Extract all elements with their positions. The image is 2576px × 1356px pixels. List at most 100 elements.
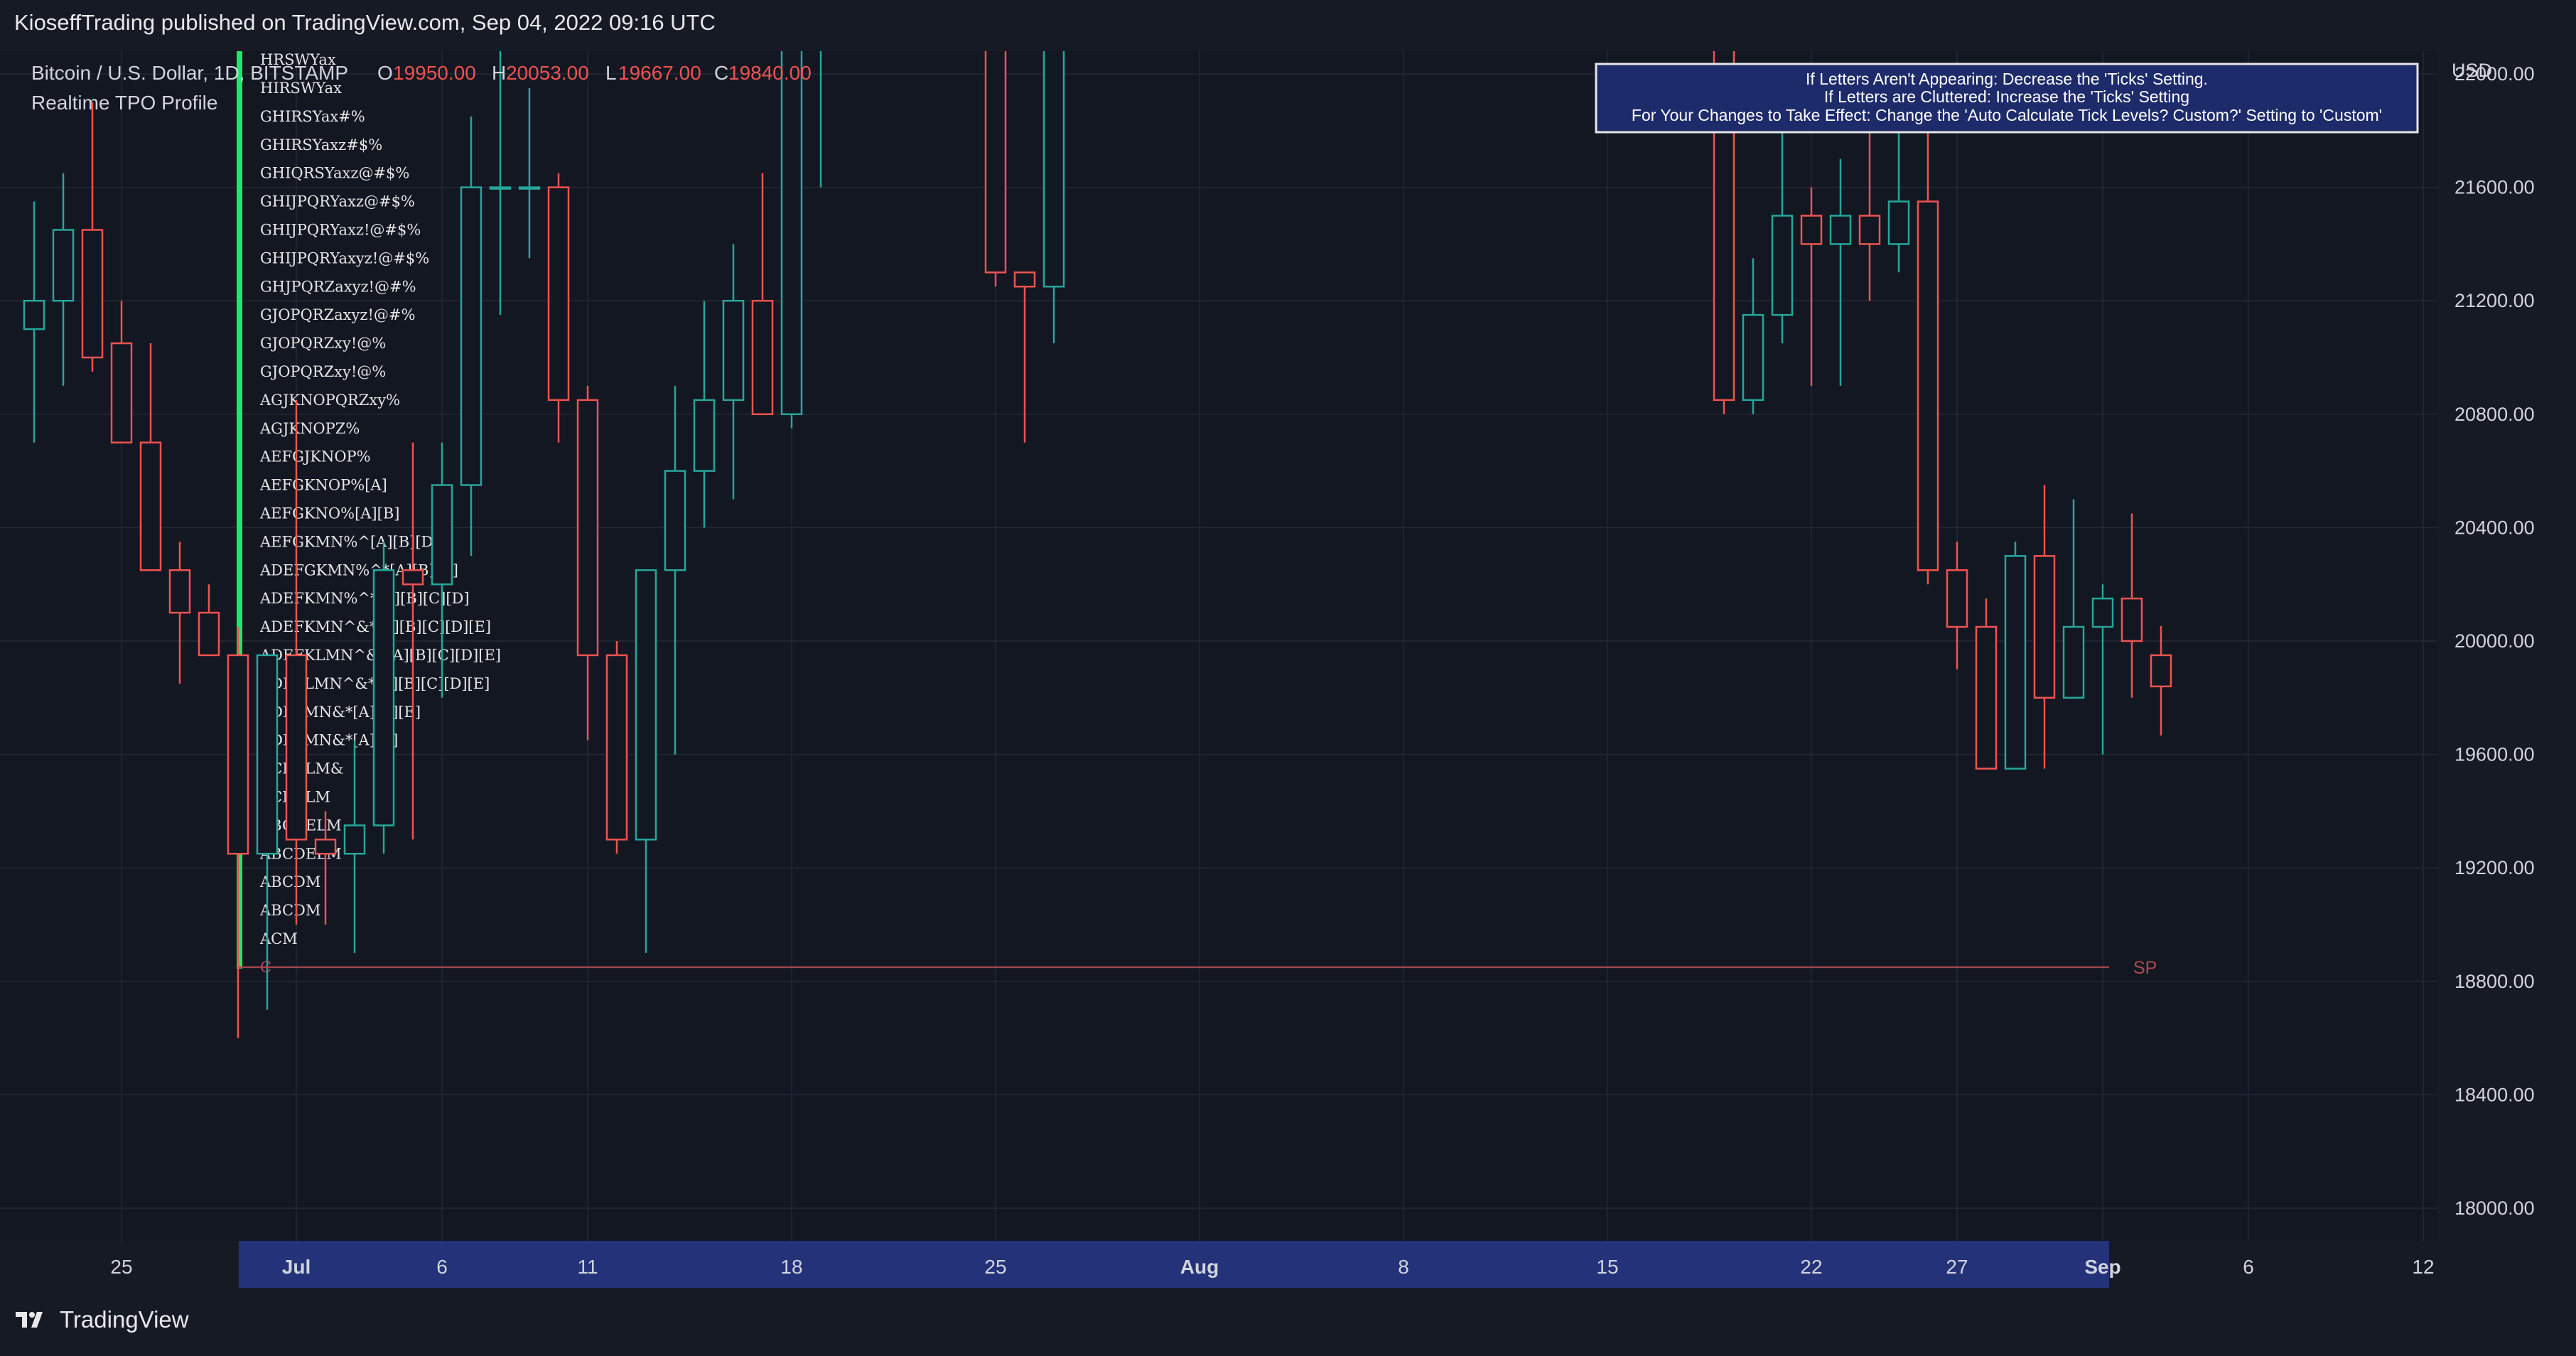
time-tick-label: 18 (780, 1256, 802, 1278)
candle-body (489, 186, 512, 190)
tpo-row: GJOPQRZxy!@% (260, 335, 386, 352)
legend-o-label: O (377, 62, 393, 84)
candle (1800, 187, 1823, 386)
publisher-bar: KioseffTrading published on TradingView.… (0, 0, 2576, 51)
candle (1858, 102, 1881, 301)
candle-body (780, 0, 803, 416)
tpo-row: GHJPQRZaxyz!@#% (260, 278, 416, 295)
candle-body (431, 484, 453, 586)
time-tick-label: Jul (282, 1256, 311, 1278)
candle (1742, 258, 1764, 414)
price-tick-label: 19200.00 (2454, 857, 2535, 878)
chart-background (0, 51, 2576, 1288)
candle (168, 542, 191, 684)
tpo-row: ACM (259, 930, 298, 947)
legend-c-value: 19840.00 (728, 62, 812, 84)
candle-body (722, 299, 745, 402)
candle-body (1800, 215, 1823, 245)
time-tick-label: Sep (2084, 1256, 2120, 1278)
candle-body (1829, 215, 1852, 245)
price-tick-label: 19600.00 (2454, 744, 2535, 765)
legend-l-label: L (605, 62, 617, 84)
time-tick-label: 27 (1946, 1256, 1968, 1278)
candle (1975, 598, 1998, 770)
time-tick-label: 6 (2243, 1256, 2254, 1278)
time-tick-label: 12 (2412, 1256, 2434, 1278)
tradingview-logo-icon (16, 1312, 43, 1328)
tpo-row: GHIRSYaxz#$% (260, 136, 382, 154)
candle-body (664, 470, 686, 571)
candle (256, 654, 279, 1010)
candle-body (285, 654, 308, 841)
candle-body (984, 0, 1007, 274)
candle-body (343, 824, 366, 855)
candle-body (402, 569, 424, 586)
candle-body (576, 399, 599, 657)
price-tick-label: 20800.00 (2454, 404, 2535, 425)
candle (635, 569, 657, 953)
price-axis[interactable]: USD 25600.0025200.0024800.0024400.002400… (2437, 51, 2576, 1288)
time-tick-label: 11 (577, 1256, 598, 1278)
currency-label[interactable]: USD (2452, 60, 2492, 81)
candle-body (198, 611, 220, 657)
candle-body (1742, 313, 1764, 402)
candle-body (751, 299, 774, 416)
candle (2120, 513, 2143, 698)
candle-body (2033, 555, 2056, 699)
candle (227, 627, 249, 1038)
candle (431, 442, 453, 698)
info-line-1: If Letters Aren't Appearing: Decrease th… (1806, 70, 2208, 88)
candle (2033, 485, 2056, 769)
candle-body (693, 399, 716, 472)
candle-body (2062, 625, 2085, 699)
time-tick-label: 22 (1800, 1256, 1822, 1278)
legend-h-value: 20053.00 (506, 62, 589, 84)
candle-body (139, 441, 162, 571)
candle-body (547, 186, 570, 402)
time-axis[interactable]: 25 Jul 6 11 18 25 Aug 8 15 22 27 Sep 6 12 (0, 1241, 2437, 1288)
chart-area[interactable]: tststprstprstdprstdprstcdpqrstvcdpqrstvT… (0, 0, 2576, 1288)
candle-body (1013, 271, 1036, 288)
time-tick-label: 15 (1596, 1256, 1618, 1278)
tpo-row: AGJKNOPZ% (259, 420, 360, 437)
candle (139, 343, 162, 571)
candle (576, 385, 599, 741)
tpo-row: GJOPQRZxy!@% (260, 363, 386, 380)
candle-body (1887, 200, 1910, 245)
time-tick-label: Aug (1180, 1256, 1219, 1278)
price-ticks: 25600.0025200.0024800.0024400.0024000.00… (2454, 63, 2535, 1219)
info-box: If Letters Aren't Appearing: Decrease th… (1595, 63, 2419, 134)
candle (343, 740, 366, 953)
candle-body (1771, 215, 1794, 316)
published-line: KioseffTrading published on TradingView.… (14, 10, 716, 35)
candle (460, 116, 483, 556)
candle (984, 0, 1007, 287)
price-tick-label: 22000.00 (2454, 63, 2535, 85)
legend-o-value: 19950.00 (393, 62, 476, 84)
tpo-row: AEFGKNOP%[A] (259, 477, 387, 494)
legend-indicator: Realtime TPO Profile (31, 92, 217, 114)
candle (2004, 542, 2027, 770)
tpo-row: GHIQRSYaxz@#$% (260, 165, 409, 182)
tpo-row: AEFGKNO%[A][B] (259, 505, 399, 522)
candle (1887, 130, 1910, 273)
tradingview-logo[interactable]: TradingView (16, 1306, 189, 1333)
price-tick-label: 21600.00 (2454, 177, 2535, 198)
candle (372, 542, 395, 854)
candle (489, 3, 512, 316)
candle (110, 301, 133, 443)
footer-bar (0, 1288, 2576, 1356)
candle-body (314, 839, 337, 855)
chart-svg[interactable]: tststprstprstdprstdprstcdpqrstvcdpqrstvT… (0, 0, 2576, 1288)
legend-c-label: C (714, 62, 728, 84)
candle (819, 0, 822, 188)
candle-body (518, 186, 541, 190)
tradingview-wordmark: TradingView (60, 1306, 189, 1333)
tpo-row: AEFGJKNOP% (259, 448, 371, 466)
price-tick-label: 21200.00 (2454, 290, 2535, 311)
tpo-row: AGJKNOPQRZxy% (259, 392, 400, 409)
candle (1013, 271, 1036, 443)
candle (1771, 130, 1794, 344)
candle (81, 102, 104, 372)
candle-body (110, 342, 133, 443)
